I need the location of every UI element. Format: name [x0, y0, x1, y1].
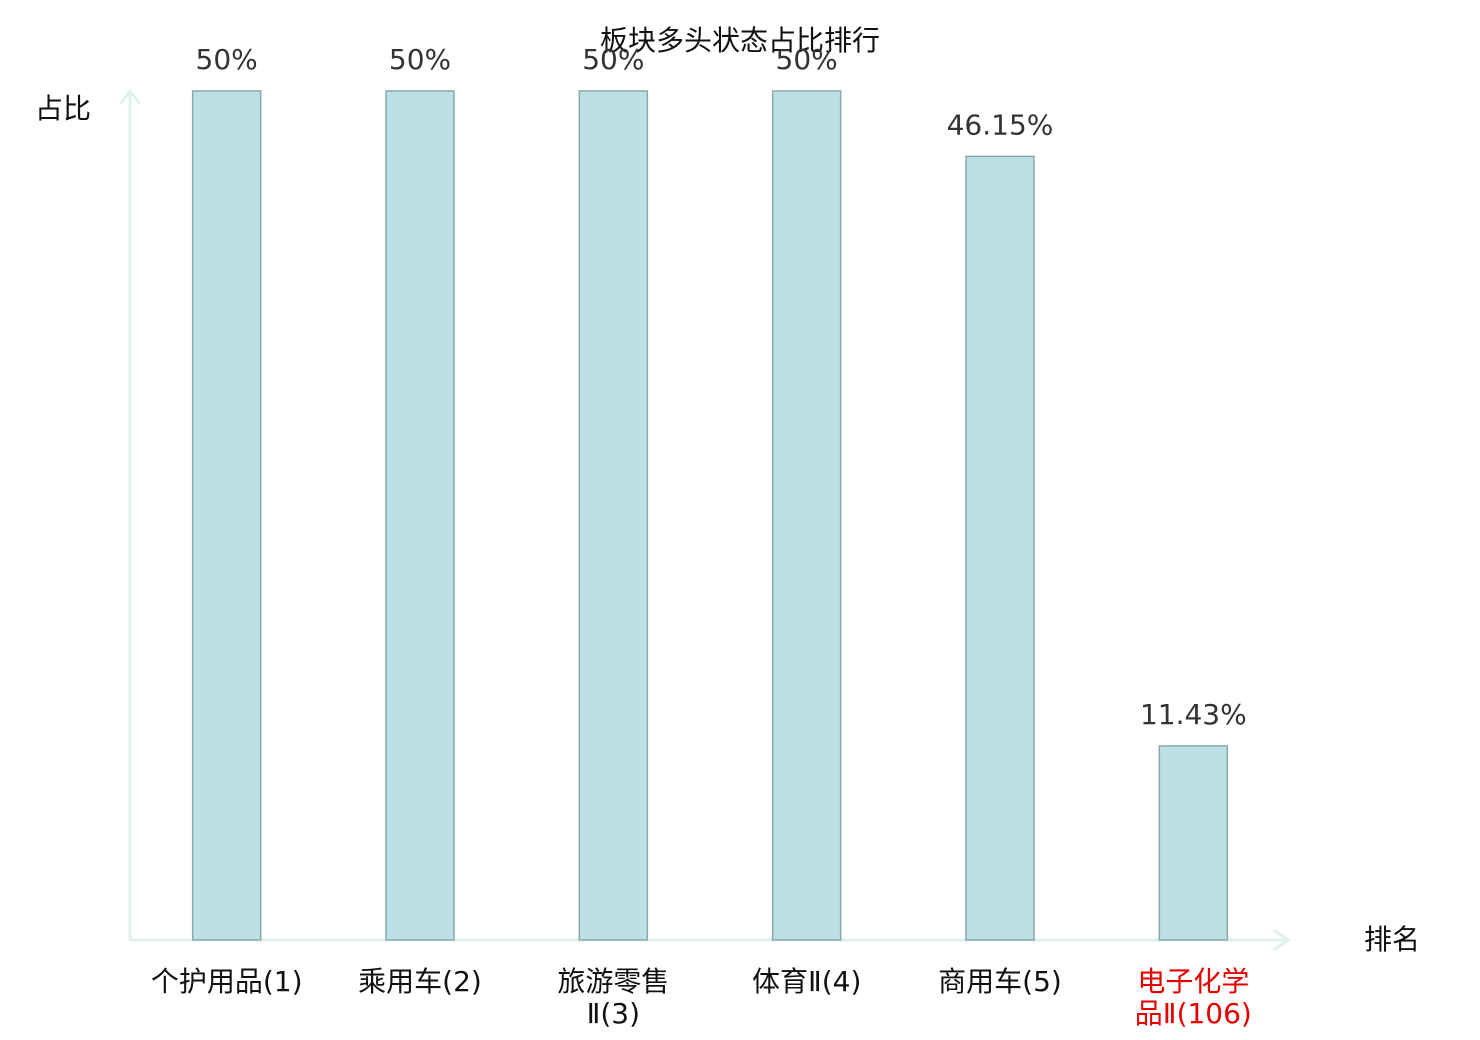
x-tick-label: 个护用品(1): [151, 965, 303, 998]
bar: [191, 90, 262, 941]
x-tick-label: 电子化学品Ⅱ(106): [1135, 965, 1252, 1030]
x-tick-label: 旅游零售 Ⅱ(3): [557, 965, 669, 1030]
y-axis-arrow: [118, 88, 142, 105]
bar: [965, 155, 1035, 941]
value-label: 50%: [389, 43, 451, 76]
value-label: 50%: [196, 43, 258, 76]
x-tick-label: 体育Ⅱ(4): [752, 965, 861, 998]
axes: [118, 88, 1291, 952]
value-label: 11.43%: [1140, 698, 1247, 731]
value-label: 50%: [776, 43, 838, 76]
value-label: 46.15%: [947, 108, 1054, 141]
bar: [771, 90, 842, 941]
bar: [385, 90, 455, 941]
bar: [1158, 745, 1229, 941]
x-axis-label: 排名: [1364, 923, 1420, 956]
x-tick-label: 商用车(5): [938, 965, 1062, 998]
chart-title: 板块多头状态占比排行: [600, 24, 880, 57]
value-label: 50%: [582, 43, 644, 76]
bar: [578, 90, 649, 941]
x-axis-arrow: [1273, 928, 1291, 952]
x-tick-label: 乘用车(2): [358, 965, 482, 998]
y-axis-label: 占比: [35, 92, 91, 125]
